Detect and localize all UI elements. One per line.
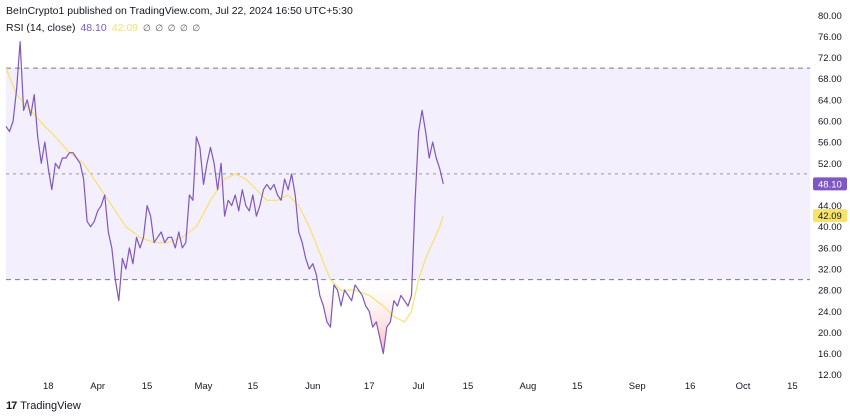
publish-line: BeInCrypto1 published on TradingView.com…	[6, 5, 353, 17]
indicator-label: RSI (14, close)	[6, 22, 76, 34]
x-tick-label: Jul	[413, 381, 425, 392]
x-tick-label: 17	[364, 381, 375, 392]
y-tick-label: 24.00	[818, 307, 842, 318]
x-tick-label: Oct	[736, 381, 751, 392]
y-tick-label: 12.00	[818, 370, 842, 381]
x-tick-label: Aug	[519, 381, 536, 392]
rsi-series-line	[5, 41, 444, 355]
ma-current-badge-bg	[813, 209, 847, 223]
y-tick-label: 32.00	[818, 265, 842, 276]
hidden-values-icons: ∅ ∅ ∅ ∅ ∅	[143, 22, 202, 33]
x-tick-label: Sep	[629, 381, 646, 392]
x-tick-label: Apr	[90, 381, 105, 392]
y-tick-label: 80.00	[818, 11, 842, 22]
y-tick-label: 72.00	[818, 53, 842, 64]
y-tick-label: 44.00	[818, 201, 842, 212]
ma-current-badge: 42.09	[818, 211, 842, 222]
ma-legend-value: 42.09	[111, 22, 139, 34]
y-tick-label: 76.00	[818, 32, 842, 43]
rsi-current-badge: 48.10	[818, 179, 842, 190]
rsi-current-badge-bg	[813, 177, 847, 191]
y-tick-label: 40.00	[818, 222, 842, 233]
y-tick-label: 56.00	[818, 138, 842, 149]
y-tick-label: 68.00	[818, 74, 842, 85]
x-tick-label: 15	[248, 381, 259, 392]
x-tick-label: 15	[787, 381, 798, 392]
x-tick-label: May	[194, 381, 212, 392]
oversold-fill	[319, 279, 412, 354]
x-tick-label: Jun	[305, 381, 320, 392]
x-tick-label: 15	[463, 381, 474, 392]
x-tick-label: 15	[572, 381, 583, 392]
tradingview-logo-text: TradingView	[20, 400, 81, 412]
x-tick-label: 18	[43, 381, 54, 392]
x-tick-label: 15	[142, 381, 153, 392]
x-tick-label: 16	[685, 381, 696, 392]
y-tick-label: 28.00	[818, 286, 842, 297]
ma-series-line	[5, 67, 444, 323]
rsi-legend-value: 48.10	[80, 22, 107, 34]
tradingview-logo-icon: 17	[6, 400, 17, 412]
y-tick-label: 36.00	[818, 243, 842, 254]
tradingview-logo[interactable]: 17 TradingView	[6, 400, 81, 412]
y-tick-label: 64.00	[818, 95, 842, 106]
y-tick-label: 60.00	[818, 117, 842, 128]
y-tick-label: 20.00	[818, 328, 842, 339]
indicator-legend[interactable]: RSI (14, close) 48.10 42.09 ∅ ∅ ∅ ∅ ∅	[6, 22, 201, 34]
y-tick-label: 16.00	[818, 349, 842, 360]
y-tick-label: 52.00	[818, 159, 842, 170]
